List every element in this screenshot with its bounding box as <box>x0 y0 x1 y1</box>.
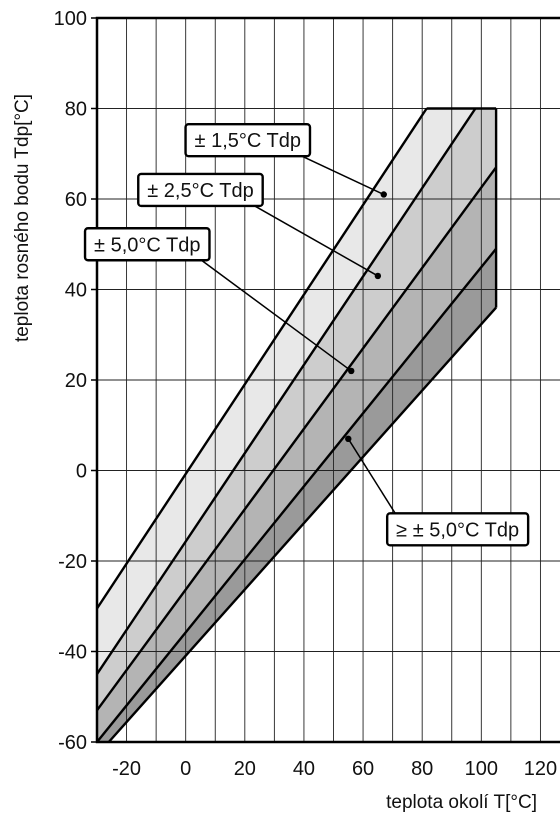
x-tick-label: -20 <box>112 758 141 780</box>
x-tick-label: 100 <box>465 758 498 780</box>
annotation-box <box>385 512 530 547</box>
annotation-callout: ≥ ± 5,0°C Tdp <box>345 435 530 547</box>
annotation-callout: ± 2,5°C Tdp <box>137 172 382 280</box>
y-tick-label: -40 <box>58 642 87 664</box>
annotation-leader <box>301 155 385 196</box>
y-tick-label: 80 <box>65 99 87 121</box>
band-boundary-line <box>96 166 498 712</box>
annotation-box <box>184 122 312 158</box>
y-tick-label: 60 <box>65 189 87 211</box>
annotation-label: ± 2,5°C Tdp <box>147 180 253 202</box>
y-tick-label: 0 <box>76 461 87 483</box>
annotation-label: ± 5,0°C Tdp <box>94 234 200 256</box>
annotation-point <box>345 435 352 443</box>
annotation-box <box>83 227 211 262</box>
x-tick-label: 120 <box>524 758 557 780</box>
y-tick-label: 20 <box>65 370 87 392</box>
boundary-lines <box>95 107 498 743</box>
annotation-point <box>348 367 355 375</box>
y-tick-label: 40 <box>65 280 87 302</box>
x-tick-label: 40 <box>293 758 315 780</box>
x-axis-label: teplota okolí T[°C] <box>386 792 537 813</box>
x-axis-ticks: -20 0 20 40 60 80 100 120 <box>112 758 557 780</box>
grid <box>97 18 560 742</box>
band-1 <box>97 108 497 711</box>
x-tick-label: 60 <box>352 758 374 780</box>
annotation-label: ± 1,5°C Tdp <box>195 130 301 152</box>
annotation-box <box>137 172 264 208</box>
y-tick-label: 100 <box>54 8 87 30</box>
y-tick-label: -20 <box>58 551 87 573</box>
annotations: ± 1,5°C Tdp ± 2,5°C Tdp ± 5,0°C Tdp ≥ ± 5,0… <box>83 122 530 547</box>
y-axis-ticks: -60 -40 -20 0 20 40 60 80 100 <box>54 8 97 754</box>
x-tick-label: 20 <box>234 758 256 780</box>
band-boundary-line <box>96 248 498 743</box>
y-axis-label: teplota rosného bodu Tdp[°C] <box>12 94 33 342</box>
annotation-point <box>380 191 387 198</box>
band-boundary-line <box>96 107 477 675</box>
x-tick-label: 0 <box>180 758 191 780</box>
y-tick-label: -60 <box>58 732 87 754</box>
band-boundary-line <box>107 306 497 743</box>
annotation-callout: ± 1,5°C Tdp <box>184 122 387 198</box>
x-tick-label: 80 <box>411 758 433 780</box>
annotation-label: ≥ ± 5,0°C Tdp <box>396 519 519 541</box>
annotation-leader <box>201 259 352 372</box>
annotation-leader <box>254 205 379 277</box>
band-2 <box>97 167 497 743</box>
annotation-callout: ± 5,0°C Tdp <box>83 227 355 375</box>
annotation-point <box>374 272 382 280</box>
band-boundary-line <box>95 107 428 610</box>
annotation-leader <box>347 438 396 514</box>
